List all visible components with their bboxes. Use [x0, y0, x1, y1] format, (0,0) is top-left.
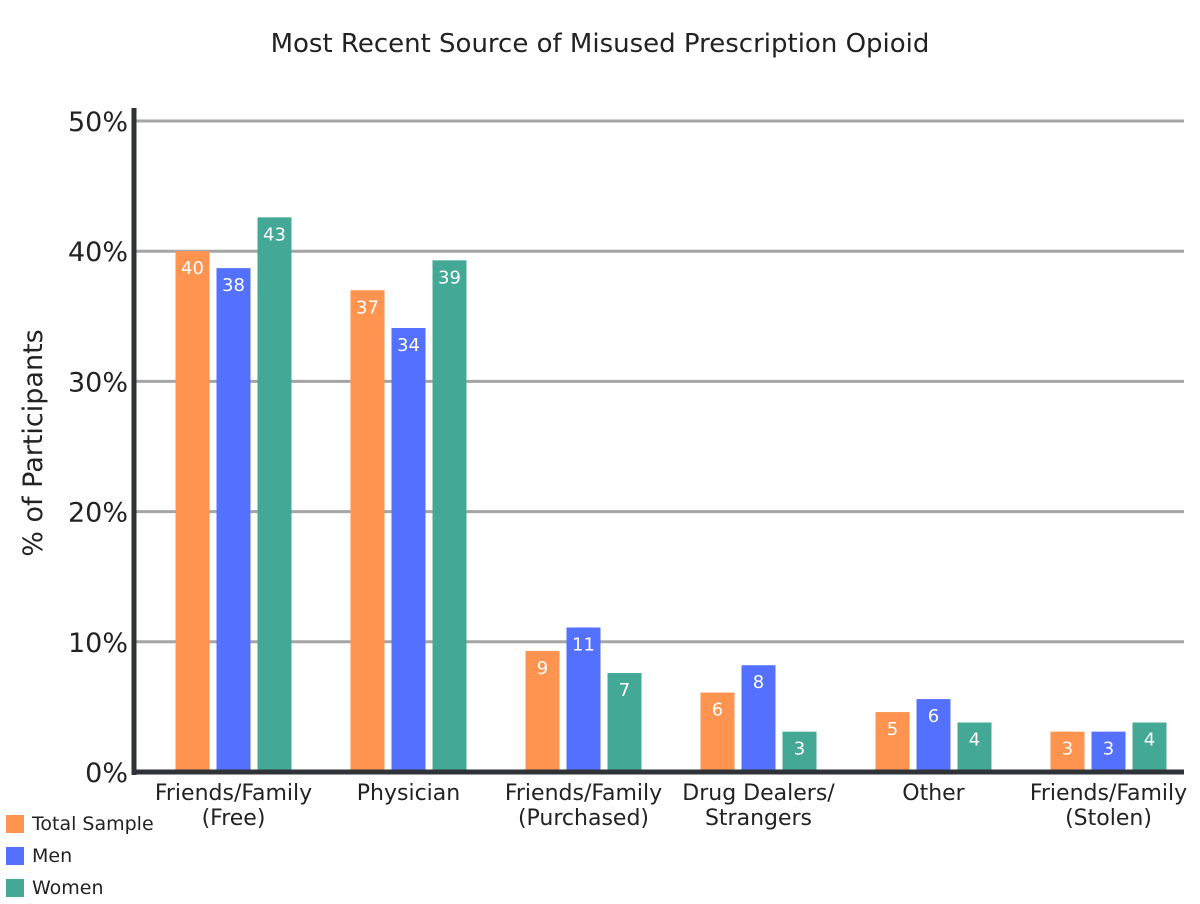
legend-item: Women: [6, 872, 154, 904]
chart-title: Most Recent Source of Misused Prescripti…: [271, 29, 930, 59]
y-tick-label: 30%: [68, 367, 128, 398]
x-tick-label: (Stolen): [1065, 806, 1152, 831]
bar: [607, 673, 642, 772]
bar: [525, 650, 560, 772]
x-tick-label: Strangers: [705, 806, 812, 831]
bar-data-label: 7: [619, 680, 630, 701]
bar-data-label: 38: [222, 275, 245, 296]
legend-swatch: [6, 815, 24, 833]
legend-label: Women: [32, 877, 104, 899]
bar-data-label: 8: [753, 672, 764, 693]
bar-data-label: 43: [263, 224, 286, 245]
bar: [216, 268, 251, 772]
bar-data-label: 37: [356, 297, 379, 318]
x-tick-label: Other: [902, 781, 965, 806]
bar-data-label: 9: [537, 658, 548, 679]
bar: [391, 328, 426, 772]
bar-data-label: 40: [181, 258, 204, 279]
bar: [782, 731, 817, 772]
legend-item: Men: [6, 840, 154, 872]
bar: [875, 712, 910, 772]
bar: [566, 627, 601, 772]
bar-data-label: 5: [887, 719, 898, 740]
bar-data-label: 4: [969, 730, 980, 751]
bar: [916, 699, 951, 772]
legend-label: Total Sample: [32, 813, 154, 835]
y-tick-label: 40%: [68, 237, 128, 268]
bar: [432, 260, 467, 772]
bar-data-label: 4: [1144, 730, 1155, 751]
x-tick-label: Friends/Family: [155, 781, 312, 806]
bar-data-label: 3: [1103, 739, 1114, 760]
y-tick-label: 0%: [85, 758, 128, 789]
x-tick-label: (Purchased): [518, 806, 649, 831]
y-tick-label: 20%: [68, 498, 128, 529]
bar: [1050, 731, 1085, 772]
y-axis-label: % of Participants: [18, 329, 49, 556]
x-tick-label: Friends/Family: [1030, 781, 1187, 806]
bar: [741, 665, 776, 772]
bar-data-label: 6: [712, 700, 723, 721]
bar-data-label: 6: [928, 706, 939, 727]
legend-label: Men: [32, 845, 73, 867]
legend-item: Total Sample: [6, 808, 154, 840]
bar-data-label: 34: [397, 335, 420, 356]
legend-swatch: [6, 879, 24, 897]
bar: [700, 692, 735, 772]
x-tick-label: Physician: [357, 781, 460, 806]
bar: [1132, 722, 1167, 772]
bar-data-label: 11: [572, 634, 595, 655]
x-tick-label: Friends/Family: [505, 781, 662, 806]
bar: [350, 290, 385, 772]
y-tick-label: 50%: [68, 107, 128, 138]
bar: [1091, 731, 1126, 772]
bar: [957, 722, 992, 772]
x-tick-label: (Free): [202, 806, 266, 831]
x-tick-label: Drug Dealers/: [682, 781, 835, 806]
bar-data-label: 3: [1062, 739, 1073, 760]
legend: Total Sample Men Women: [6, 808, 154, 904]
bar: [175, 251, 210, 772]
bar: [257, 217, 292, 772]
y-tick-label: 10%: [68, 628, 128, 659]
bar-data-label: 3: [794, 739, 805, 760]
bar-data-label: 39: [438, 267, 461, 288]
legend-swatch: [6, 847, 24, 865]
